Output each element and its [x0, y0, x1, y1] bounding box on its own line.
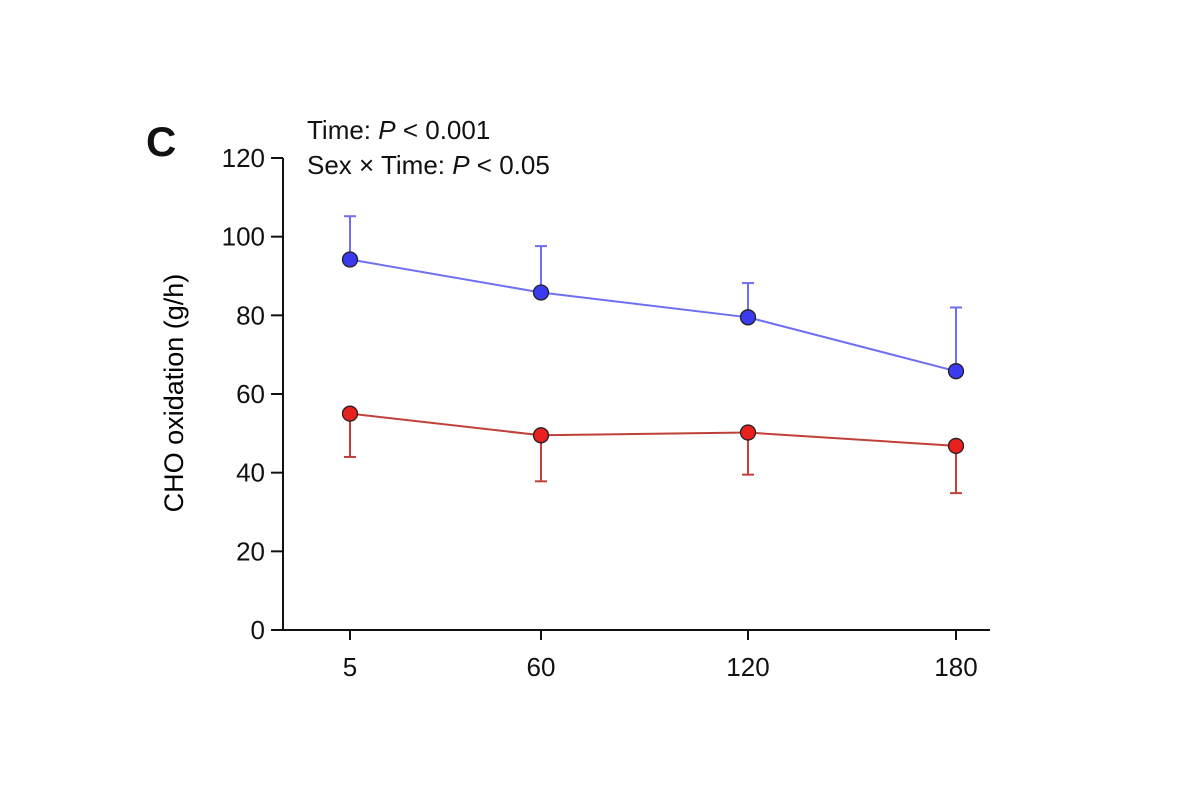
annotation-p: P — [378, 115, 396, 145]
x-tick-label: 5 — [343, 652, 357, 682]
data-point — [341, 405, 359, 422]
x-tick-label: 60 — [527, 652, 556, 682]
data-point — [532, 284, 550, 301]
time-effect-annotation: Time: P < 0.001 — [307, 115, 490, 146]
data-point — [532, 427, 550, 444]
x-tick-label: 180 — [934, 652, 977, 682]
interaction-effect-annotation: Sex × Time: P < 0.05 — [307, 150, 550, 181]
y-axis-label: CHO oxidation (g/h) — [159, 274, 189, 513]
y-tick-label: 0 — [251, 615, 265, 645]
axes: 0 20 40 60 80 100 120 5 60 120 180 — [222, 143, 990, 682]
y-tick-label: 60 — [236, 379, 265, 409]
y-tick-label: 80 — [236, 300, 265, 330]
data-point — [739, 309, 757, 326]
series-line — [349, 412, 957, 447]
y-tick-label: 20 — [236, 536, 265, 566]
annotation-suffix: < 0.001 — [395, 115, 491, 145]
data-point — [739, 424, 757, 441]
series-line — [349, 258, 957, 373]
y-tick-label: 100 — [222, 222, 265, 252]
series-layer — [341, 215, 965, 495]
annotation-prefix: Sex × Time: — [307, 150, 453, 180]
annotation-suffix: < 0.05 — [469, 150, 550, 180]
y-tick-label: 120 — [222, 143, 265, 173]
data-point — [341, 251, 359, 268]
series-1 — [341, 215, 965, 380]
panel-label: C — [146, 118, 177, 165]
annotation-p: P — [452, 150, 470, 180]
annotation-prefix: Time: — [307, 115, 379, 145]
y-tick-label: 40 — [236, 458, 265, 488]
data-point — [947, 437, 965, 455]
data-point — [947, 363, 965, 380]
x-tick-label: 120 — [726, 652, 769, 682]
series-2 — [341, 405, 965, 495]
